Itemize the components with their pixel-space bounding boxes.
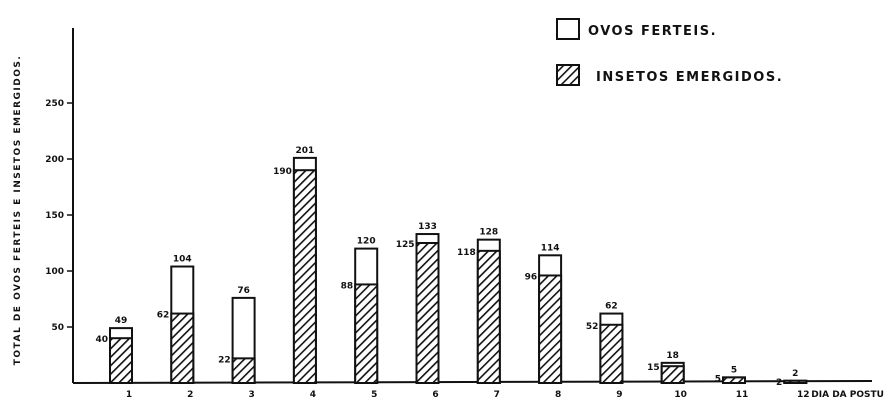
bar-insetos-emergidos	[415, 242, 440, 384]
data-label-ovos-ferteis: 5	[731, 365, 737, 375]
data-label-ovos-ferteis: 62	[605, 302, 618, 312]
bar-insetos-emergidos	[599, 323, 624, 385]
legend-label-insetos-emergidos: INSETOS EMERGIDOS.	[596, 70, 783, 85]
data-label-insetos-emergidos: 190	[273, 167, 292, 177]
x-tick-label: 9	[616, 390, 622, 400]
data-label-insetos-emergidos: 40	[95, 335, 108, 345]
bar-insetos-emergidos	[722, 376, 746, 384]
data-label-insetos-emergidos: 15	[647, 363, 660, 373]
data-label-ovos-ferteis: 104	[173, 255, 192, 265]
data-label-insetos-emergidos: 62	[157, 311, 170, 321]
data-label-insetos-emergidos: 5	[715, 374, 721, 384]
x-axis-title: DIA DA POSTURA	[811, 390, 884, 400]
bar-insetos-emergidos	[476, 249, 501, 384]
bar-insetos-emergidos	[538, 274, 563, 385]
data-label-ovos-ferteis: 201	[296, 146, 315, 156]
y-tick-label: 250	[45, 99, 64, 109]
y-tick-label: 150	[45, 211, 64, 221]
x-tick-label: 5	[371, 390, 377, 400]
x-tick-label: 4	[310, 390, 316, 400]
legend-swatch-ovos-ferteis	[556, 18, 580, 40]
y-tick-label: 200	[45, 155, 64, 165]
data-label-ovos-ferteis: 133	[418, 222, 437, 232]
legend-label-ovos-ferteis: OVOS FERTEIS.	[588, 24, 717, 39]
bar-insetos-emergidos	[660, 365, 685, 385]
bar-insetos-emergidos	[109, 337, 133, 385]
data-label-insetos-emergidos: 118	[457, 248, 476, 258]
data-label-ovos-ferteis: 18	[666, 351, 679, 361]
data-label-insetos-emergidos: 96	[525, 272, 538, 282]
bar-insetos-emergidos	[354, 283, 379, 384]
data-label-ovos-ferteis: 120	[357, 237, 376, 247]
x-tick-label: 3	[248, 390, 254, 400]
data-label-insetos-emergidos: 125	[396, 240, 415, 250]
legend: OVOS FERTEIS. INSETOS EMERGIDOS.	[556, 18, 783, 86]
x-tick-label: 7	[494, 390, 500, 400]
data-label-insetos-emergidos: 22	[218, 355, 231, 365]
data-label-insetos-emergidos: 52	[586, 322, 599, 332]
y-tick-label: 100	[45, 267, 64, 277]
x-tick-label: 6	[432, 390, 438, 400]
data-label-insetos-emergidos: 88	[341, 281, 354, 291]
y-axis-title: TOTAL DE OVOS FERTEIS E INSETOS EMERGIDO…	[13, 55, 23, 366]
x-tick-label: 12	[797, 390, 810, 400]
data-label-ovos-ferteis: 114	[541, 243, 560, 253]
x-tick-label: 1	[126, 390, 132, 400]
y-tick-label: 50	[51, 323, 64, 333]
bar-insetos-emergidos	[783, 379, 808, 385]
x-tick-label: 10	[674, 390, 687, 400]
x-tick-label: 8	[555, 390, 561, 400]
data-label-ovos-ferteis: 128	[479, 228, 498, 238]
data-label-ovos-ferteis: 76	[237, 286, 250, 296]
data-label-insetos-emergidos: 2	[776, 378, 782, 388]
bar-insetos-emergidos	[170, 312, 195, 384]
bar-insetos-emergidos	[292, 169, 317, 384]
bar-insetos-emergidos	[231, 357, 256, 384]
data-label-ovos-ferteis: 49	[115, 316, 128, 326]
x-tick-label: 11	[736, 390, 749, 400]
data-label-ovos-ferteis: 2	[792, 369, 798, 379]
legend-swatch-insetos-emergidos	[556, 64, 580, 86]
x-tick-label: 2	[187, 390, 193, 400]
